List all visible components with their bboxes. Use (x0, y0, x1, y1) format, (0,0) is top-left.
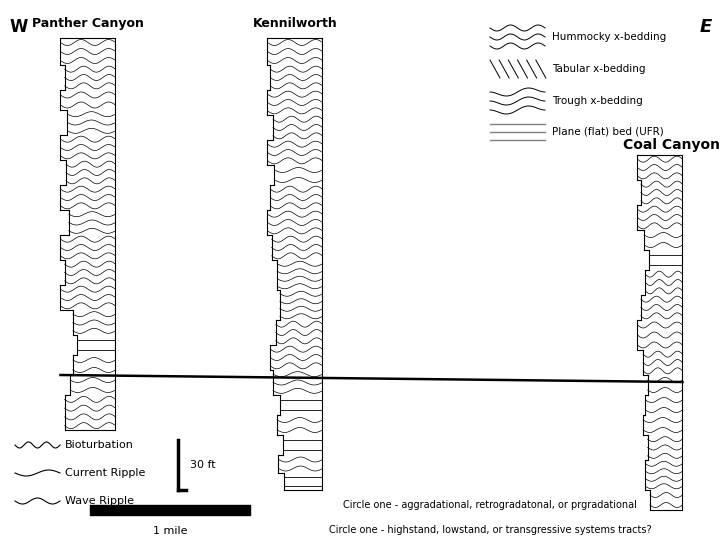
Text: W: W (10, 18, 28, 36)
Text: Circle one - highstand, lowstand, or transgressive systems tracts?: Circle one - highstand, lowstand, or tra… (328, 525, 651, 535)
Text: Kennilworth: Kennilworth (252, 17, 337, 30)
Text: Coal Canyon: Coal Canyon (623, 138, 720, 152)
Text: Circle one - aggradational, retrogradatonal, or prgradational: Circle one - aggradational, retrogradato… (343, 500, 637, 510)
Text: 1 mile: 1 mile (153, 526, 187, 536)
Text: Current Ripple: Current Ripple (65, 468, 146, 478)
Text: Bioturbation: Bioturbation (65, 440, 134, 450)
Text: Plane (flat) bed (UFR): Plane (flat) bed (UFR) (552, 127, 664, 137)
Text: 30 ft: 30 ft (190, 460, 215, 470)
Text: Tabular x-bedding: Tabular x-bedding (552, 64, 645, 74)
Text: E: E (700, 18, 712, 36)
Text: Wave Ripple: Wave Ripple (65, 496, 134, 506)
Text: Trough x-bedding: Trough x-bedding (552, 96, 643, 106)
Text: Hummocky x-bedding: Hummocky x-bedding (552, 32, 666, 42)
Text: Panther Canyon: Panther Canyon (32, 17, 144, 30)
